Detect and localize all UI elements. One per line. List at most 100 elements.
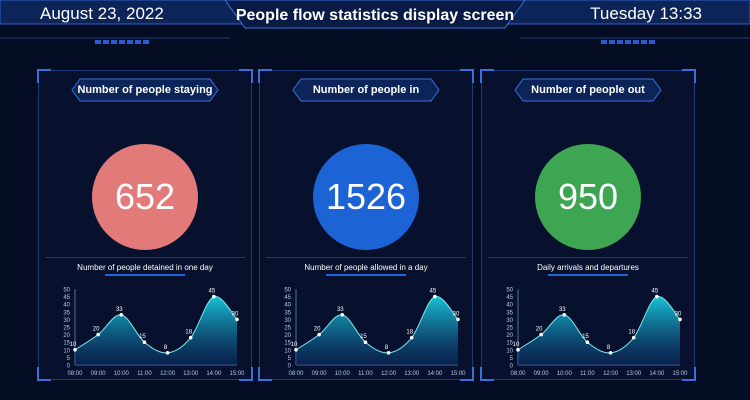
y-tick-label: 15 xyxy=(506,341,513,347)
data-point xyxy=(585,340,590,344)
data-point xyxy=(340,313,345,317)
area-fill xyxy=(296,296,458,365)
panel-title-box: Number of people in xyxy=(291,77,441,103)
data-label: 30 xyxy=(232,311,239,317)
data-label: 10 xyxy=(70,342,77,348)
data-point xyxy=(212,294,216,299)
data-label: 30 xyxy=(675,311,682,317)
data-label: 15 xyxy=(139,334,146,340)
data-point xyxy=(608,351,613,355)
page-title: People flow statistics display screen xyxy=(235,7,515,24)
area-fill xyxy=(518,296,680,365)
y-tick-label: 25 xyxy=(63,326,70,332)
y-tick-label: 30 xyxy=(506,318,513,324)
data-point xyxy=(678,317,682,322)
x-tick-label: 11:00 xyxy=(580,371,595,377)
panel-out: Number of people out 950 Daily arrivals … xyxy=(480,69,696,381)
stat-circle-out: 950 xyxy=(535,144,641,250)
y-tick-label: 5 xyxy=(510,356,514,362)
data-point xyxy=(235,317,239,322)
y-tick-label: 25 xyxy=(506,326,513,332)
data-point xyxy=(631,335,636,340)
y-tick-label: 0 xyxy=(510,364,514,370)
y-tick-label: 35 xyxy=(506,310,513,316)
header-frame xyxy=(0,0,750,44)
stat-circle-in: 1526 xyxy=(313,144,419,250)
x-tick-label: 14:00 xyxy=(206,371,222,377)
x-tick-label: 13:00 xyxy=(626,371,642,377)
y-tick-label: 25 xyxy=(284,326,291,332)
x-tick-label: 15:00 xyxy=(450,371,466,377)
x-tick-label: 15:00 xyxy=(672,371,688,377)
data-point xyxy=(188,335,193,340)
data-label: 20 xyxy=(93,327,100,333)
data-label: 33 xyxy=(116,307,123,313)
divider xyxy=(266,257,466,258)
series-line xyxy=(517,296,681,354)
y-tick-label: 45 xyxy=(284,295,291,301)
data-label: 20 xyxy=(536,327,543,333)
series-line xyxy=(74,296,238,354)
y-tick-label: 45 xyxy=(506,295,513,301)
y-tick-label: 20 xyxy=(506,333,513,339)
y-tick-label: 10 xyxy=(63,348,70,354)
area-chart-out: 051015202530354045501008:002009:003310:0… xyxy=(506,288,688,378)
y-tick-label: 30 xyxy=(284,318,291,324)
data-point xyxy=(73,348,77,352)
y-tick-label: 10 xyxy=(506,348,513,354)
stat-circle-staying: 652 xyxy=(92,144,198,250)
y-tick-label: 40 xyxy=(284,303,291,309)
x-tick-label: 13:00 xyxy=(404,371,420,377)
x-tick-label: 08:00 xyxy=(288,371,304,377)
data-label: 8 xyxy=(164,345,168,351)
data-label: 10 xyxy=(513,342,520,348)
data-label: 45 xyxy=(430,289,437,295)
y-tick-label: 50 xyxy=(284,288,291,294)
x-tick-label: 11:00 xyxy=(137,371,152,377)
header-date: August 23, 2022 xyxy=(40,4,164,23)
panel-title-box: Number of people staying xyxy=(70,77,220,103)
data-point xyxy=(655,294,659,299)
data-label: 15 xyxy=(582,334,589,340)
data-label: 33 xyxy=(559,307,566,313)
area-fill xyxy=(75,296,237,365)
data-point xyxy=(294,348,298,352)
data-point xyxy=(317,332,321,337)
chart-subtitle: Daily arrivals and departures xyxy=(537,263,639,272)
area-chart-staying: 051015202530354045501008:002009:003310:0… xyxy=(63,288,245,378)
data-point xyxy=(96,332,100,337)
data-point xyxy=(539,332,543,337)
x-tick-label: 12:00 xyxy=(160,371,176,377)
x-tick-label: 12:00 xyxy=(381,371,397,377)
x-tick-label: 10:00 xyxy=(557,371,573,377)
data-point xyxy=(409,335,414,340)
y-tick-label: 0 xyxy=(67,364,71,370)
x-tick-label: 08:00 xyxy=(510,371,526,377)
data-label: 18 xyxy=(628,330,635,336)
x-tick-label: 10:00 xyxy=(335,371,351,377)
data-label: 45 xyxy=(652,289,659,295)
panel-title: Number of people in xyxy=(312,84,420,96)
data-label: 30 xyxy=(453,311,460,317)
data-label: 33 xyxy=(337,307,344,313)
data-label: 10 xyxy=(291,342,298,348)
x-tick-label: 15:00 xyxy=(229,371,245,377)
y-tick-label: 5 xyxy=(67,356,71,362)
subtitle-underline xyxy=(326,274,406,276)
data-label: 18 xyxy=(406,330,413,336)
x-tick-label: 11:00 xyxy=(358,371,373,377)
y-tick-label: 20 xyxy=(284,333,291,339)
y-tick-label: 20 xyxy=(63,333,70,339)
data-point xyxy=(433,294,437,299)
x-tick-label: 10:00 xyxy=(114,371,130,377)
header-time: Tuesday 13:33 xyxy=(590,4,702,23)
divider xyxy=(488,257,688,258)
divider xyxy=(45,257,245,258)
subtitle-underline xyxy=(548,274,628,276)
data-point xyxy=(516,348,520,352)
x-tick-label: 09:00 xyxy=(312,371,328,377)
series-line xyxy=(295,296,459,354)
data-point xyxy=(165,351,170,355)
y-tick-label: 50 xyxy=(506,288,513,294)
data-point xyxy=(363,340,368,344)
